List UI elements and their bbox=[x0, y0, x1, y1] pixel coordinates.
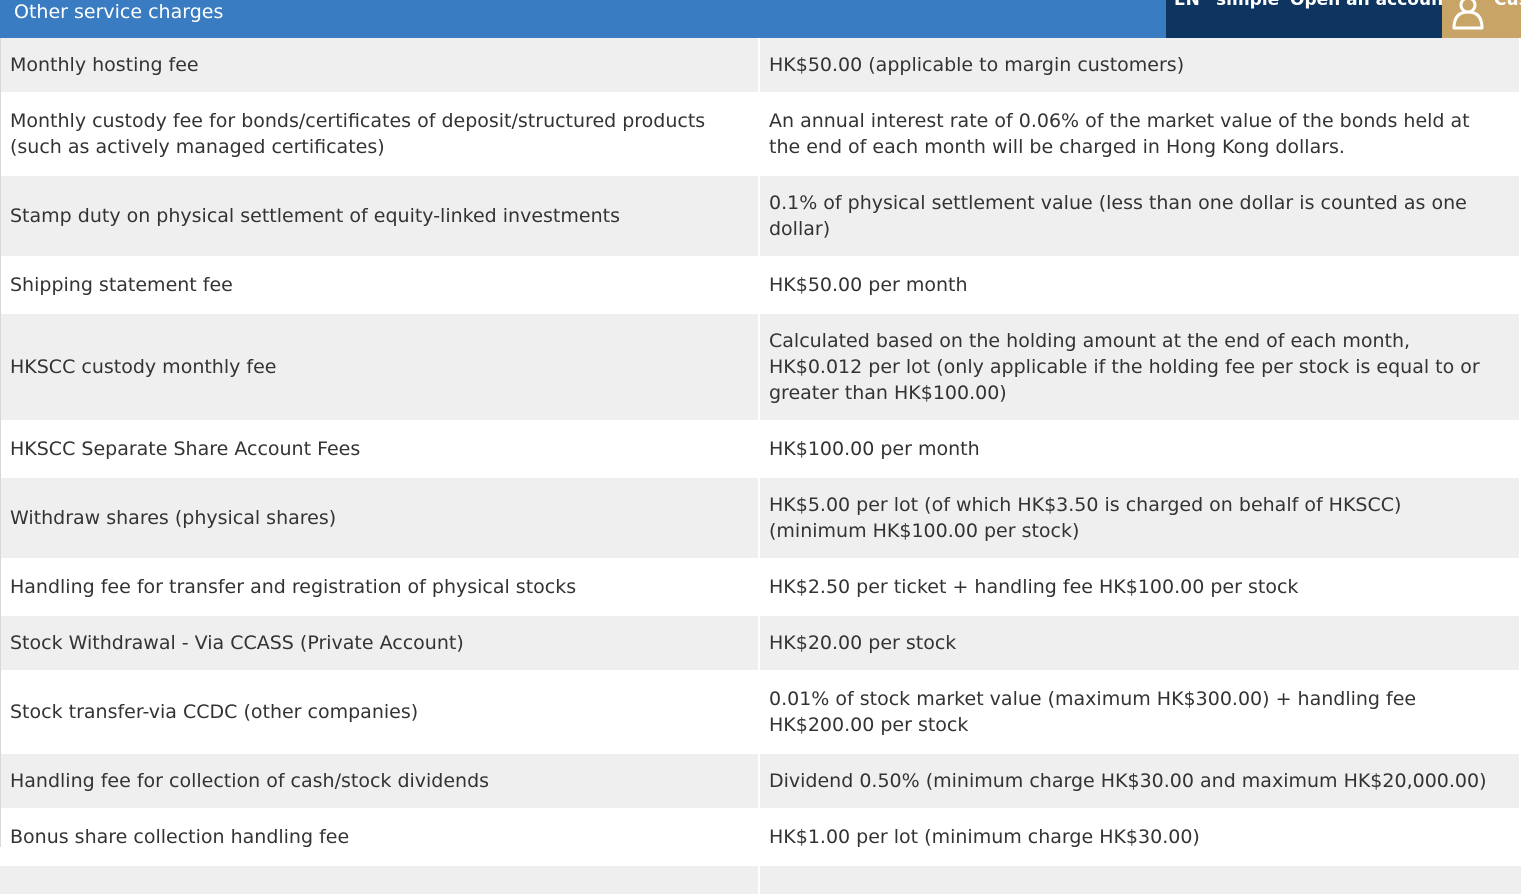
fee-item-cell: HKSCC Separate Share Account Fees bbox=[0, 421, 760, 478]
fee-row: Monthly hosting fee HK$50.00 (applicable … bbox=[0, 38, 1521, 94]
fee-item-cell: Monthly hosting fee bbox=[0, 38, 760, 94]
fee-row: HKSCC custody monthly fee Calculated base… bbox=[0, 313, 1521, 422]
fee-row: Monthly custody fee for bonds/certificat… bbox=[0, 93, 1521, 176]
fee-charge-cell: HK$2.50 per ticket + handling fee HK$100… bbox=[759, 559, 1521, 616]
fee-charge-cell: Dividend 0.50% (minimum charge HK$30.00 … bbox=[759, 753, 1521, 810]
fee-charge-cell: An annual interest rate of 0.06% of the … bbox=[759, 93, 1521, 176]
fee-item-cell: Shipping statement fee bbox=[0, 257, 760, 314]
user-icon bbox=[1452, 0, 1484, 30]
fee-row: Shipping statement fee HK$50.00 per month bbox=[0, 257, 1521, 314]
fee-charge-cell: HK$100.00 per month bbox=[759, 421, 1521, 478]
section-title: Other service charges bbox=[14, 1, 224, 23]
fee-row: Handling fee for transfer and registrati… bbox=[0, 559, 1521, 616]
fee-item-cell: Monthly custody fee for bonds/certificat… bbox=[0, 93, 760, 176]
fee-item-cell: Bonus share collection handling fee bbox=[0, 809, 760, 866]
fee-charge-cell: HK$1.00 per lot (minimum charge HK$30.00… bbox=[759, 809, 1521, 866]
service-charges-table: Monthly hosting fee HK$50.00 (applicable … bbox=[0, 38, 1521, 896]
top-navigation: EN simple Open an account bbox=[1166, 0, 1451, 38]
customer-login-button[interactable]: Cus bbox=[1442, 0, 1521, 38]
fee-item-cell: Stock transfer-via CCDC (other companies… bbox=[0, 671, 760, 754]
simplified-chinese-link[interactable]: simple bbox=[1216, 0, 1280, 10]
fee-item-cell: HKSCC custody monthly fee bbox=[0, 313, 760, 422]
fee-charge-cell: HK$50.00 (applicable to margin customers… bbox=[759, 38, 1521, 94]
fee-item-cell: Stamp duty on physical settlement of equ… bbox=[0, 175, 760, 258]
fee-item-cell: Handling fee for collection of cash/stoc… bbox=[0, 753, 760, 810]
fee-row: Stock Withdrawal - Via CCASS (Private Ac… bbox=[0, 615, 1521, 672]
service-charges-body: Monthly hosting fee HK$50.00 (applicable … bbox=[0, 38, 1521, 896]
table-right-border bbox=[1519, 38, 1521, 847]
fee-row: Bonus share collection handling fee HK$1.… bbox=[0, 809, 1521, 866]
fee-row: Stamp duty on physical settlement of equ… bbox=[0, 175, 1521, 258]
fee-charge-cell: Calculated based on the holding amount a… bbox=[759, 313, 1521, 422]
fee-row: Stock transfer-via CCDC (other companies… bbox=[0, 671, 1521, 754]
customer-label: Cus bbox=[1494, 0, 1521, 10]
fee-item-cell: Withdraw shares (physical shares) bbox=[0, 477, 760, 560]
open-account-link[interactable]: Open an account bbox=[1290, 0, 1452, 10]
language-switch-link[interactable]: EN bbox=[1174, 0, 1200, 10]
fee-charge-cell: HK$50.00 per month bbox=[759, 257, 1521, 314]
fee-charge-cell: HK$5.00 per lot (of which HK$3.50 is cha… bbox=[759, 477, 1521, 560]
fee-row bbox=[0, 865, 1521, 896]
fee-charge-cell bbox=[759, 865, 1521, 896]
fee-item-cell: Handling fee for transfer and registrati… bbox=[0, 559, 760, 616]
fee-row: Withdraw shares (physical shares) HK$5.00… bbox=[0, 477, 1521, 560]
fee-charge-cell: HK$20.00 per stock bbox=[759, 615, 1521, 672]
fee-charge-cell: 0.01% of stock market value (maximum HK$… bbox=[759, 671, 1521, 754]
fee-item-cell: Stock Withdrawal - Via CCASS (Private Ac… bbox=[0, 615, 760, 672]
fee-row: HKSCC Separate Share Account Fees HK$100.… bbox=[0, 421, 1521, 478]
table-left-border bbox=[0, 38, 1, 847]
fee-item-cell bbox=[0, 865, 760, 896]
fee-charge-cell: 0.1% of physical settlement value (less … bbox=[759, 175, 1521, 258]
fee-row: Handling fee for collection of cash/stoc… bbox=[0, 753, 1521, 810]
